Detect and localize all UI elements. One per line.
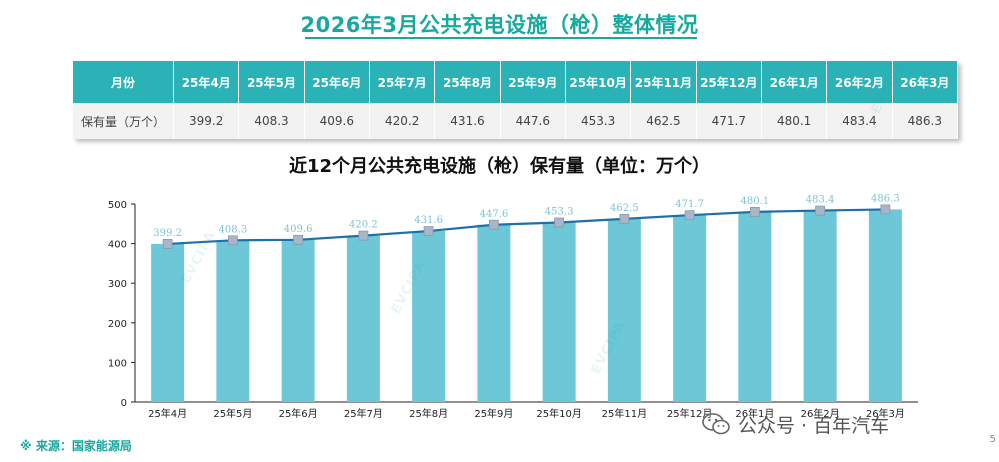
- bar: [412, 231, 446, 402]
- page-number: 5: [989, 434, 996, 445]
- data-label: 480.1: [741, 196, 770, 207]
- line-marker: [554, 217, 565, 228]
- table-header-month: 26年2月: [826, 61, 893, 103]
- wechat-icon: [702, 413, 730, 435]
- x-tick-label: 25年10月: [536, 407, 581, 420]
- x-tick-label: 25年11月: [602, 407, 647, 420]
- data-label: 453.3: [545, 206, 574, 217]
- table-header-month: 25年7月: [369, 61, 436, 103]
- table-header-row: 月份 25年4月 25年5月 25年6月 25年7月 25年8月 25年9月 25年10月 2…: [73, 61, 959, 103]
- data-label: 409.6: [284, 224, 313, 235]
- y-tick-label: 100: [108, 358, 127, 369]
- y-tick-label: 300: [108, 279, 127, 290]
- title-underline: [305, 37, 697, 39]
- table-cell-value: 408.3: [238, 103, 305, 139]
- summary-table: 月份 25年4月 25年5月 25年6月 25年7月 25年8月 25年9月 25年10月 2…: [73, 61, 959, 139]
- bar: [216, 240, 250, 402]
- bar: [738, 211, 772, 402]
- data-label: 447.6: [480, 209, 509, 220]
- bar: [346, 235, 380, 402]
- table-cell-value: 409.6: [304, 103, 370, 139]
- table-cell-value: 399.2: [173, 103, 240, 139]
- data-label: 483.4: [806, 195, 835, 206]
- x-tick-label: 25年8月: [409, 407, 448, 420]
- bar: [151, 243, 185, 402]
- table-cell-value: 486.3: [892, 103, 959, 139]
- bar-line-chart: 0 100 200 300 400 500 25年4月 25年5月 25年6月 25年7月 25年8…: [108, 193, 918, 420]
- line-marker: [227, 235, 238, 246]
- table-cell-value: 480.1: [761, 103, 828, 139]
- x-tick-label: 25年5月: [213, 407, 252, 420]
- bar: [542, 222, 576, 402]
- wechat-label: 公众号 · 百年汽车: [738, 414, 890, 437]
- data-label: 399.2: [153, 228, 182, 239]
- line-marker: [423, 226, 434, 236]
- table-cell-value: 420.2: [369, 103, 436, 139]
- x-tick-label: 25年6月: [279, 407, 318, 420]
- x-tick-label: 25年7月: [344, 407, 383, 420]
- table-cell-value: 483.4: [826, 103, 893, 139]
- table-row-label: 保有量（万个）: [73, 103, 174, 139]
- table-header-month: 26年3月: [892, 61, 959, 103]
- table-header-month: 25年8月: [434, 61, 501, 103]
- table-cell-value: 431.6: [434, 103, 501, 139]
- x-tick-label: 25年4月: [148, 407, 187, 420]
- x-tick-label: 26年1月: [735, 407, 774, 420]
- line-marker: [293, 234, 304, 245]
- series-line: [167, 208, 886, 246]
- table-header-label: 月份: [73, 61, 174, 103]
- table-cell-value: 447.6: [500, 103, 566, 139]
- table-cell-value: 471.7: [696, 103, 762, 139]
- data-label: 462.5: [610, 203, 639, 214]
- source-note: ※ 来源：国家能源局: [20, 439, 132, 453]
- table-cell-value: 453.3: [565, 103, 632, 139]
- data-label: 420.2: [349, 220, 378, 231]
- data-label: 486.3: [871, 193, 900, 204]
- table-header-month: 25年6月: [304, 61, 370, 103]
- y-tick-label: 0: [121, 398, 127, 409]
- table-header-month: 25年5月: [238, 61, 305, 103]
- x-tick-label: 26年3月: [866, 407, 905, 420]
- x-tick-label: 25年12月: [667, 407, 712, 420]
- x-tick-label: 26年2月: [801, 407, 840, 420]
- table-header-month: 25年11月: [630, 61, 697, 103]
- bar: [673, 215, 707, 402]
- bar: [607, 218, 641, 402]
- line-marker: [880, 204, 891, 215]
- table-header-month: 25年4月: [173, 61, 240, 103]
- line-marker: [619, 213, 630, 224]
- line-marker: [488, 219, 499, 230]
- y-tick-label: 200: [108, 319, 127, 330]
- wechat-account: 公众号 · 百年汽车: [702, 410, 889, 438]
- bar: [803, 210, 837, 402]
- chart-title: 近12个月公共充电设施（枪）保有量（单位：万个）: [288, 156, 711, 177]
- y-tick-label: 500: [108, 200, 127, 211]
- line-marker: [749, 206, 760, 217]
- bar: [281, 239, 315, 402]
- table-header-month: 25年9月: [500, 61, 566, 103]
- line-marker: [358, 230, 369, 241]
- line-marker: [684, 210, 695, 221]
- x-tick-label: 25年9月: [474, 407, 513, 420]
- bar: [868, 209, 902, 402]
- table-cell-value: 462.5: [630, 103, 697, 139]
- table-header-month: 26年1月: [761, 61, 828, 103]
- bar: [477, 224, 511, 402]
- table-header-month: 25年12月: [696, 61, 762, 103]
- table-header-month: 25年10月: [565, 61, 632, 103]
- line-marker: [162, 239, 173, 249]
- data-label: 431.6: [414, 215, 443, 226]
- data-label: 408.3: [219, 224, 248, 235]
- data-label: 471.7: [675, 199, 704, 210]
- line-marker: [815, 205, 826, 216]
- page-title: 2026年3月公共充电设施（枪）整体情况: [300, 13, 699, 37]
- table-row: 保有量（万个） 399.2 408.3 409.6 420.2 431.6 447.6 45…: [73, 103, 959, 139]
- y-tick-label: 400: [108, 240, 127, 251]
